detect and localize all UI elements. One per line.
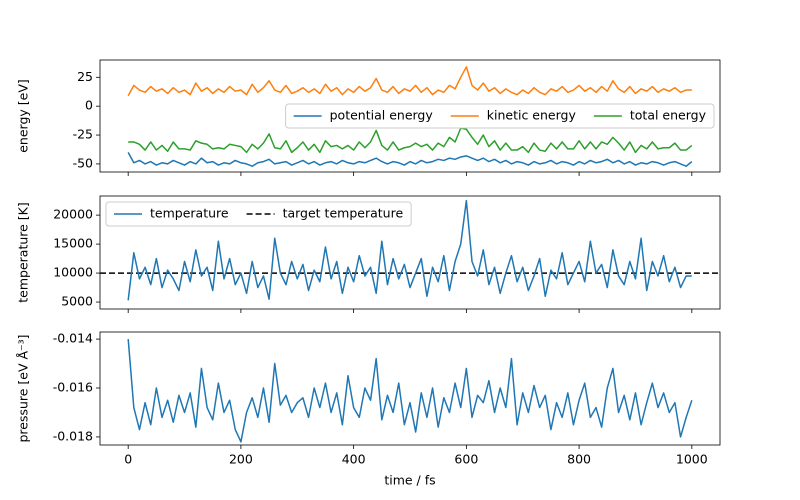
- x-tick-label: 800: [567, 452, 591, 467]
- plot-area: [127, 66, 693, 167]
- legend-label: total energy: [630, 108, 707, 123]
- subplot: 5000 10000 15000 20000 temperature [K] temper…: [16, 195, 721, 313]
- data-line: [127, 339, 693, 443]
- y-tick-label: -25: [73, 127, 93, 142]
- legend-label: potential energy: [330, 108, 434, 123]
- x-tick-label: 1000: [676, 452, 708, 467]
- x-tick-label: 600: [454, 452, 478, 467]
- y-tick-label: -50: [73, 155, 93, 170]
- legend: potential energy kinetic energy total ener…: [285, 103, 715, 129]
- y-axis-label: temperature [K]: [16, 202, 31, 303]
- subplot: -50 -25 0 25 energy [eV] potential energy kine…: [16, 59, 721, 176]
- legend-label: kinetic energy: [487, 108, 577, 123]
- x-tick-label: 0: [124, 452, 132, 467]
- legend-label: target temperature: [283, 206, 404, 221]
- data-line: [128, 127, 693, 154]
- y-tick-label: 25: [77, 69, 93, 84]
- data-line: [127, 152, 693, 167]
- y-axis-label: pressure [eV Å⁻³]: [16, 334, 31, 442]
- x-tick-label: 200: [229, 452, 253, 467]
- data-line: [127, 66, 692, 97]
- axes-frame: [99, 195, 721, 310]
- y-tick-label: 5000: [61, 294, 93, 309]
- y-tick-label: -0.018: [53, 428, 93, 443]
- axes-frame: [99, 331, 721, 446]
- y-tick-label: 10000: [53, 265, 93, 280]
- y-tick-label: 0: [85, 98, 93, 113]
- plot-area: [100, 199, 720, 301]
- x-tick-label: 400: [342, 452, 366, 467]
- data-line: [127, 199, 692, 301]
- y-tick-label: -0.016: [53, 380, 93, 395]
- plot-area: [127, 339, 693, 443]
- x-axis-label: time / fs: [384, 473, 435, 488]
- y-tick-label: 15000: [53, 236, 93, 251]
- subplot: 0 200 400 600 800 1000 -0.018 -0.016 -0.014 press…: [16, 331, 721, 488]
- legend: temperature target temperature: [105, 201, 412, 227]
- legend-label: temperature: [150, 206, 229, 221]
- y-axis-label: energy [eV]: [16, 79, 31, 153]
- y-tick-label: -0.014: [53, 331, 93, 346]
- y-tick-label: 20000: [53, 207, 93, 222]
- legend-box: [285, 103, 715, 129]
- axes-frame: [99, 59, 721, 173]
